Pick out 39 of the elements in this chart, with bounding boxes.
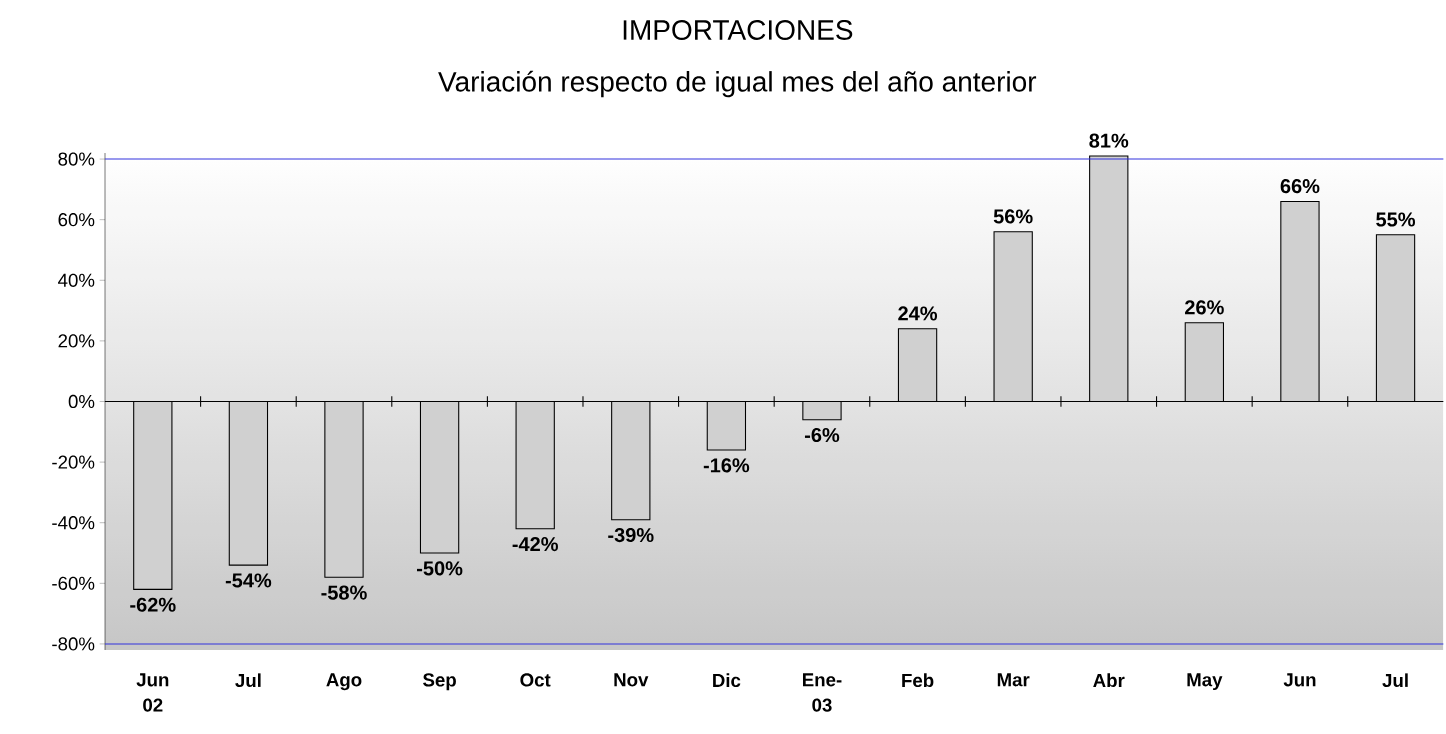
y-tick-label: -20% — [52, 455, 95, 469]
y-tick-label: 0% — [68, 394, 95, 409]
y-tick-label: -40% — [52, 516, 95, 530]
data-label: 56% — [993, 209, 1033, 224]
x-tick-label: Mar — [997, 673, 1030, 687]
data-label: -39% — [608, 527, 654, 543]
data-label: 81% — [1089, 133, 1129, 148]
x-tick-label: Feb — [902, 673, 934, 688]
x-tick-label: Oct — [520, 673, 551, 687]
data-label: -54% — [225, 573, 272, 588]
data-label: 26% — [1185, 300, 1224, 315]
y-tick-label: 60% — [58, 213, 95, 227]
data-label: -62% — [130, 597, 176, 612]
x-tick-label: Jul — [235, 673, 261, 688]
x-tick-label: May — [1187, 673, 1223, 691]
y-tick-label: 80% — [58, 152, 95, 166]
y-tick-label: -60% — [52, 576, 95, 590]
data-label: -42% — [512, 537, 558, 552]
chart-title: IMPORTACIONES — [623, 20, 853, 40]
data-label: -50% — [417, 561, 463, 576]
data-label: 55% — [1376, 212, 1416, 227]
chart-subtitle: Variación respecto de igual mes del año anterior — [438, 70, 1037, 98]
data-label: -58% — [321, 585, 367, 600]
data-label: 66% — [1280, 179, 1320, 194]
x-tick-label: Jul — [1382, 673, 1408, 688]
y-tick-label: 20% — [58, 334, 95, 348]
data-label: 24% — [898, 306, 938, 321]
x-tick-label: Nov — [614, 673, 649, 687]
x-tick-label: Ene-03 — [803, 673, 842, 712]
x-tick-label: Sep — [423, 673, 456, 691]
x-tick-label: Abr — [1093, 673, 1125, 688]
x-tick-label: Jun — [1283, 673, 1316, 687]
y-tick-label: -80% — [52, 637, 95, 651]
data-label: -6% — [804, 427, 840, 443]
y-tick-label: 40% — [58, 273, 95, 287]
x-tick-label: Jun 02 — [136, 673, 169, 712]
data-label: -16% — [703, 458, 750, 473]
x-tick-label: Dic — [713, 673, 741, 688]
x-tick-label: Ago — [326, 673, 362, 691]
